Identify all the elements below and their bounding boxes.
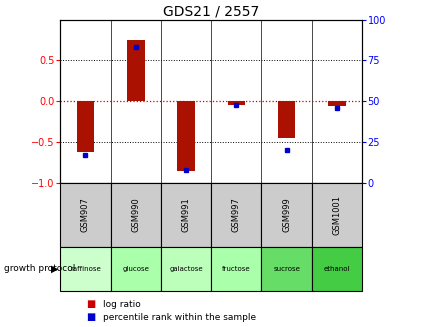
Text: GSM1001: GSM1001 [332, 195, 341, 235]
Bar [127, 40, 144, 101]
Text: percentile rank within the sample: percentile rank within the sample [103, 313, 256, 322]
Text: GSM990: GSM990 [131, 198, 140, 232]
Text: growth protocol: growth protocol [4, 265, 76, 273]
Bar [177, 101, 194, 171]
Text: log ratio: log ratio [103, 300, 141, 309]
Text: ■: ■ [86, 312, 95, 322]
Text: galactose: galactose [169, 266, 203, 272]
Text: GSM907: GSM907 [81, 198, 90, 232]
Title: GDS21 / 2557: GDS21 / 2557 [163, 5, 259, 18]
Bar [227, 101, 245, 105]
Text: ■: ■ [86, 299, 95, 309]
Text: ethanol: ethanol [323, 266, 349, 272]
Bar [77, 101, 94, 152]
Bar [327, 101, 345, 106]
Text: ▶: ▶ [51, 264, 59, 274]
Text: sucrose: sucrose [273, 266, 299, 272]
Text: fructose: fructose [221, 266, 250, 272]
Text: glucose: glucose [122, 266, 149, 272]
Text: GSM999: GSM999 [282, 198, 290, 232]
Bar [277, 101, 295, 138]
Text: GSM997: GSM997 [231, 198, 240, 232]
Text: GSM991: GSM991 [181, 198, 190, 232]
Text: raffinose: raffinose [70, 266, 101, 272]
